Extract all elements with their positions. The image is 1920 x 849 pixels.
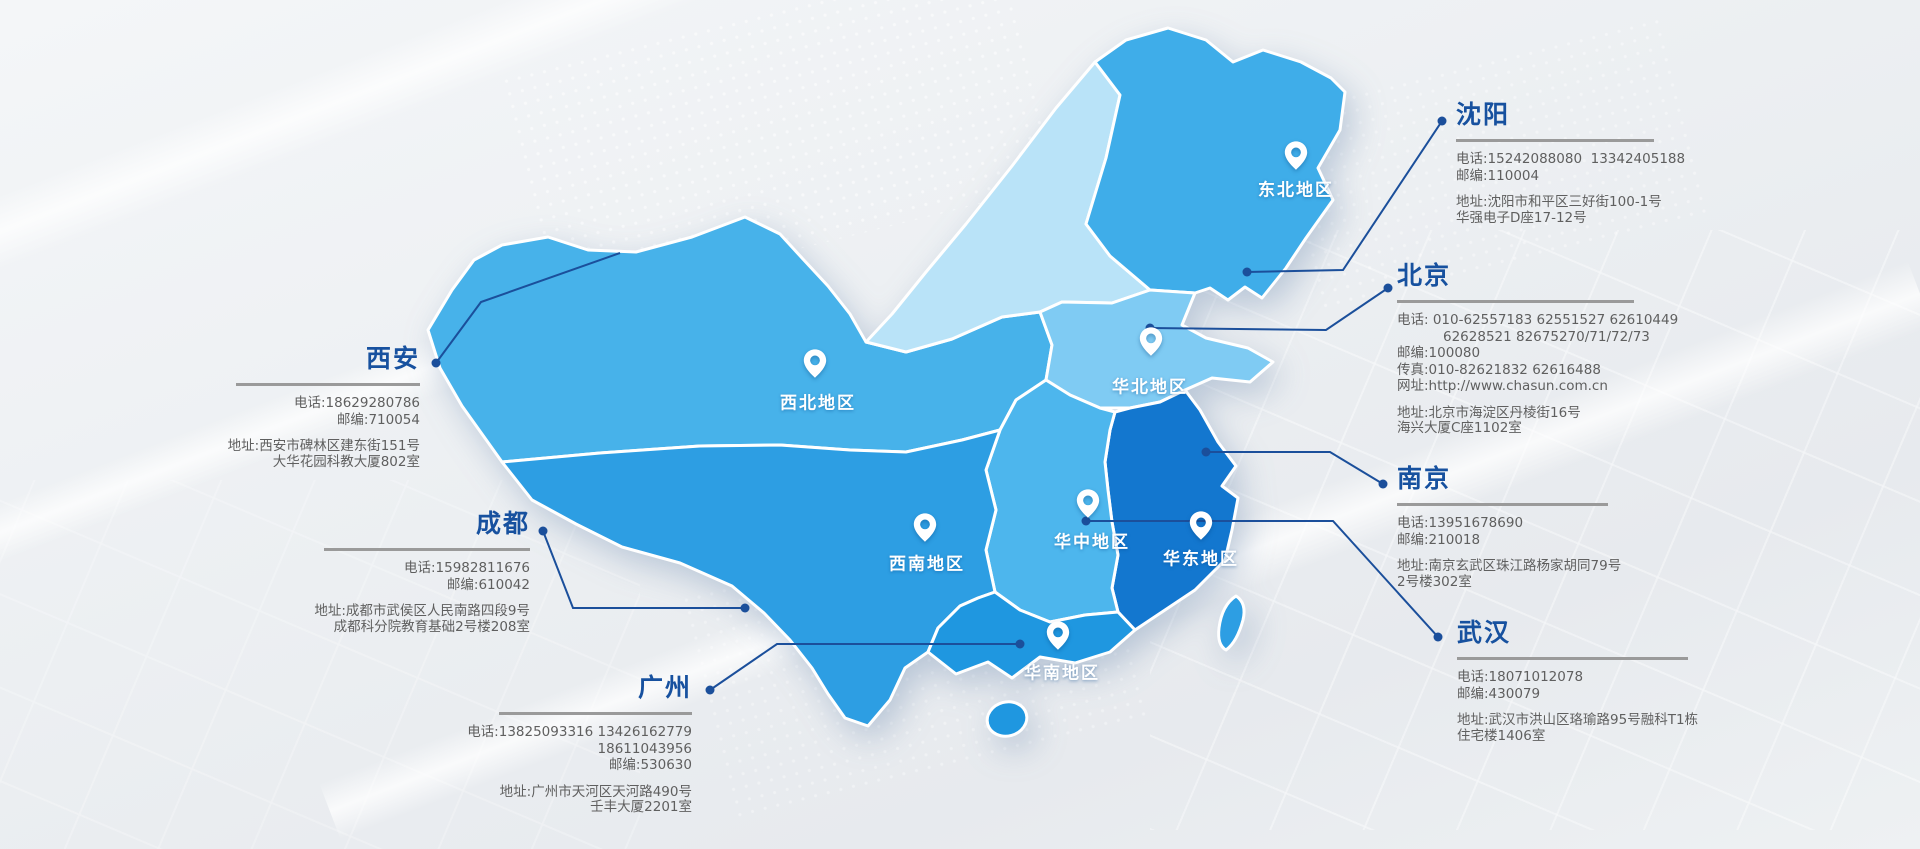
office-address-line: 地址:西安市碑林区建东街151号 (227, 438, 420, 454)
office-address-line: 地址:沈阳市和平区三好街100-1号 (1456, 194, 1662, 210)
office-card-xian: 西安 电话:18629280786 邮编:710054 地址:西安市碑林区建东街… (228, 344, 420, 470)
title-underline (324, 548, 530, 551)
connector-shenyang (1242, 116, 1447, 277)
office-postcode-line: 邮编:210018 (1397, 531, 1481, 548)
connector-wuhan (1081, 516, 1443, 642)
office-postcode-line: 邮编:610042 (446, 576, 530, 593)
office-address-line: 大华花园科教大厦802室 (272, 453, 420, 470)
office-city-title: 北京 (1397, 261, 1452, 290)
office-address-line: 海兴大厦C座1102室 (1397, 420, 1522, 436)
location-pin-icon (1284, 141, 1308, 170)
office-address-line: 地址:成都市武侯区人民南路四段9号 (314, 603, 530, 619)
office-address-line: 华强电子D座17-12号 (1456, 209, 1587, 226)
office-postcode-line: 邮编:530630 (608, 757, 692, 773)
office-postcode-line: 邮编:430079 (1457, 685, 1541, 702)
office-address-line: 地址:北京市海淀区丹棱街16号 (1397, 404, 1581, 421)
office-card-wuhan: 武汉 电话:18071012078 邮编:430079 地址:武汉市洪山区珞瑜路… (1457, 618, 1698, 744)
title-underline (1397, 503, 1608, 506)
office-postcode-line: 邮编:710054 (336, 411, 420, 428)
region-label-huadong: 华东地区 (1163, 549, 1239, 570)
title-underline (499, 712, 692, 715)
office-phone-line: 电话:18629280786 (293, 395, 420, 411)
office-phone-line: 电话:13951678690 (1397, 515, 1524, 531)
location-pin-icon (803, 349, 827, 378)
office-address-line: 壬丰大厦2201室 (590, 799, 692, 815)
office-card-beijing: 北京 电话: 010-62557183 62551527 62610449 62… (1397, 261, 1678, 437)
office-address-line: 2号楼302室 (1397, 573, 1472, 590)
region-dongbei (1084, 26, 1347, 302)
office-phone-line: 电话:15242088080 13342405188 (1456, 151, 1686, 167)
region-taiwan (1217, 594, 1246, 652)
office-phone-line: 电话:18071012078 (1457, 669, 1584, 685)
office-address-line: 地址:南京玄武区珠江路杨家胡同79号 (1397, 558, 1622, 574)
region-label-dongbei: 东北地区 (1258, 180, 1334, 201)
connector-chengdu (538, 526, 750, 613)
location-pin-icon (1139, 327, 1163, 356)
location-pin-icon (1046, 621, 1070, 650)
location-pin-icon (913, 513, 937, 542)
office-city-title: 南京 (1397, 464, 1452, 493)
title-underline (236, 383, 420, 386)
office-phone-line: 电话:15982811676 (403, 560, 530, 576)
office-address-line: 地址:武汉市洪山区珞瑜路95号融科T1栋 (1457, 712, 1699, 728)
office-city-title: 成都 (475, 509, 530, 538)
region-label-huazhong: 华中地区 (1054, 532, 1130, 553)
title-underline (1457, 657, 1688, 660)
office-card-guangzhou: 广州 电话:13825093316 13426162779 1861104395… (467, 673, 692, 816)
region-huanan (926, 590, 1137, 680)
connector-beijing (1145, 283, 1393, 333)
office-phone-line: 18611043956 (597, 740, 692, 757)
region-hainan (985, 700, 1029, 738)
office-fax-line: 传真:010-82621832 62616488 (1397, 361, 1601, 378)
office-card-chengdu: 成都 电话:15982811676 邮编:610042 地址:成都市武侯区人民南… (314, 509, 530, 635)
region-label-huabei: 华北地区 (1112, 377, 1188, 398)
region-label-huanan: 华南地区 (1024, 663, 1100, 684)
region-label-xibei: 西北地区 (780, 393, 856, 414)
title-underline (1456, 139, 1654, 142)
office-city-title: 西安 (365, 344, 420, 373)
office-city-title: 沈阳 (1456, 100, 1511, 129)
office-address-line: 成都科分院教育基础2号楼208室 (333, 618, 530, 635)
office-address-line: 住宅楼1406室 (1457, 727, 1546, 744)
location-pin-icon (1189, 511, 1213, 540)
office-postcode-line: 邮编:100080 (1397, 345, 1481, 361)
office-city-title: 武汉 (1457, 618, 1512, 647)
location-pin-icon (1076, 489, 1100, 518)
office-website-line: 网址:http://www.chasun.com.cn (1397, 378, 1608, 394)
connector-xian (431, 252, 621, 368)
office-postcode-line: 邮编:110004 (1456, 167, 1540, 184)
office-address-line: 地址:广州市天河区天河路490号 (499, 783, 692, 800)
office-phone-line: 电话: 010-62557183 62551527 62610449 (1397, 312, 1679, 328)
office-card-shenyang: 沈阳 电话:15242088080 13342405188 邮编:110004 … (1456, 100, 1685, 226)
title-underline (1397, 300, 1634, 303)
connector-guangzhou (705, 639, 1025, 695)
office-card-nanjing: 南京 电话:13951678690 邮编:210018 地址:南京玄武区珠江路杨… (1397, 464, 1621, 590)
connector-nanjing (1201, 447, 1388, 489)
office-phone-line: 电话:13825093316 13426162779 (467, 724, 692, 740)
office-phone-line: 62628521 82675270/71/72/73 (1443, 328, 1650, 345)
region-label-xinan: 西南地区 (889, 554, 965, 575)
office-city-title: 广州 (637, 673, 692, 702)
